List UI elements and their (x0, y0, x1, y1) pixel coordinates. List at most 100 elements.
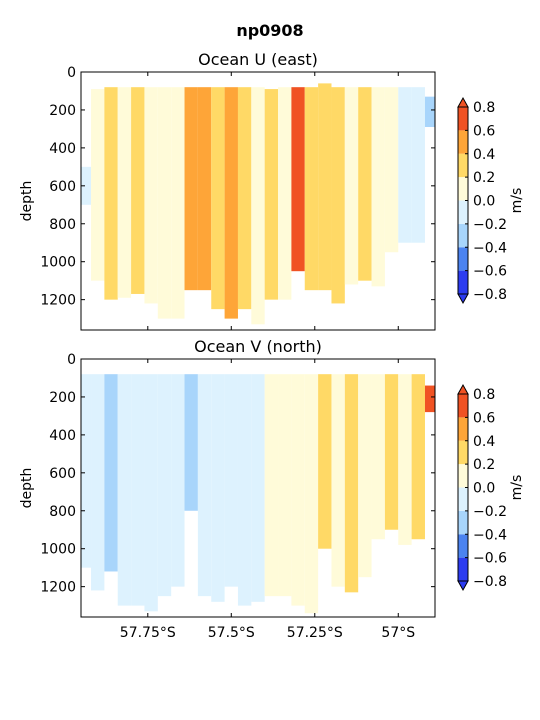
heatmap-cell (117, 374, 132, 606)
panel-v: Ocean V (north) 0 200 400 600 800 1000 1200 dept… (19, 337, 525, 641)
heatmap-cell (251, 87, 265, 325)
heatmap-cell (278, 87, 292, 300)
colorbar-extend-min (457, 580, 469, 592)
axes-frame (80, 358, 436, 618)
panel-u: Ocean U (east) 0 200 400 600 800 1000 1200 depth… (19, 50, 525, 331)
colorbar-segment (458, 153, 468, 178)
heatmap-cell (224, 87, 238, 319)
ytick-label: 800 (49, 504, 76, 520)
heatmap-cell (104, 374, 118, 572)
colorbar-tick-label: 0.0 (473, 481, 495, 497)
colorbar-label: m/s (509, 475, 525, 501)
colorbar-tick-label: 0.6 (473, 410, 495, 426)
colorbar-segment (458, 247, 468, 271)
heatmap-cell (91, 374, 105, 591)
heatmap-cell (411, 374, 425, 540)
heatmap-cell (144, 374, 158, 612)
heatmap-cell (157, 374, 172, 597)
heatmap-cell (331, 374, 345, 587)
ytick-label: 400 (49, 428, 76, 444)
heatmap-cell (291, 87, 305, 272)
panels: Ocean U (east) 0 200 400 600 800 1000 1200 depth… (19, 50, 525, 641)
heatmap-cell (237, 374, 252, 606)
heatmap-cell (304, 87, 319, 291)
colorbar-tick-label: 0.6 (473, 123, 495, 139)
heatmap-cell (211, 87, 225, 310)
colorbar-segment (458, 177, 468, 201)
heatmap-cell (344, 374, 359, 593)
heatmap-cell (291, 374, 305, 606)
colorbar-extend-min (457, 293, 469, 305)
colorbar-tick-label: 0.8 (473, 100, 495, 116)
heatmap-cell (184, 374, 198, 511)
ytick-label: 200 (49, 390, 76, 406)
ytick-label: 0 (67, 352, 76, 368)
heatmap-cell (398, 87, 412, 243)
ytick-label: 1200 (40, 580, 76, 596)
heatmap-cell (144, 87, 158, 304)
heatmap-cell (104, 87, 118, 300)
ytick-label: 400 (49, 141, 76, 157)
heatmap-cell (358, 87, 372, 281)
colorbar-segment (458, 557, 468, 581)
y-axis-label: depth (19, 181, 35, 222)
heatmap-cell (157, 87, 172, 319)
heatmap-cell (131, 87, 145, 294)
heatmap-cell (197, 374, 212, 597)
colorbar-segment (458, 510, 468, 535)
heatmap-cell (371, 87, 385, 287)
y-axis-label: depth (19, 468, 35, 509)
heatmap-cell (211, 374, 225, 602)
heatmap-cell (371, 374, 385, 540)
colorbar-segment (458, 487, 468, 511)
heatmap-cell (318, 83, 332, 291)
heatmap-cell (424, 385, 435, 413)
colorbar-tick-label: −0.8 (473, 574, 507, 590)
colorbar-extend-max (457, 383, 469, 395)
colorbar-segment (458, 534, 468, 558)
heatmap-cell (224, 374, 238, 587)
colorbar-tick-label: −0.8 (473, 287, 507, 303)
colorbar-tick-label: −0.2 (473, 217, 507, 233)
ytick-label: 0 (67, 65, 76, 81)
colorbar-segment (458, 464, 468, 488)
colorbar-tick-label: −0.4 (473, 240, 507, 256)
colorbar-segment (458, 130, 468, 154)
panel-title: Ocean U (east) (198, 50, 318, 69)
colorbar-tick-label: 0.4 (473, 434, 495, 450)
colorbar-segment (458, 200, 468, 224)
ytick-label: 600 (49, 179, 76, 195)
axes-frame (80, 71, 436, 331)
heatmap-cell (81, 166, 92, 205)
figure-title: np0908 (236, 21, 303, 40)
heatmap-cell (384, 374, 399, 530)
heatmap-cell (304, 374, 319, 614)
colorbar-segment (458, 107, 468, 131)
colorbar: 0.8 0.6 0.4 0.2 0.0 −0.2 −0.4 −0.6 −0.8 m/s (457, 383, 525, 592)
heatmap-cell (81, 374, 92, 568)
heatmap-cell (251, 374, 265, 602)
heatmap-cell (318, 374, 332, 549)
heatmap-cell (197, 87, 212, 291)
heatmap-cell (117, 87, 132, 298)
heatmap-cells (81, 374, 435, 614)
colorbar-tick-label: 0.0 (473, 194, 495, 210)
heatmap-cell (171, 374, 185, 587)
colorbar-tick-label: −0.6 (473, 551, 507, 567)
colorbar-label: m/s (509, 188, 525, 214)
heatmap-cell (411, 87, 425, 243)
heatmap-cell (331, 87, 345, 304)
heatmap-cell (344, 87, 359, 285)
colorbar-tick-label: 0.4 (473, 147, 495, 163)
heatmap-cells (81, 83, 435, 325)
heatmap-cell (278, 374, 292, 597)
heatmap-cell (171, 87, 185, 319)
heatmap-cell (237, 87, 252, 310)
heatmap-cell (131, 374, 145, 606)
heatmap-cell (358, 374, 372, 578)
panel-title: Ocean V (north) (194, 337, 322, 356)
heatmap-cell (398, 374, 412, 545)
colorbar-segment (458, 394, 468, 418)
ytick-label: 1200 (40, 293, 76, 309)
